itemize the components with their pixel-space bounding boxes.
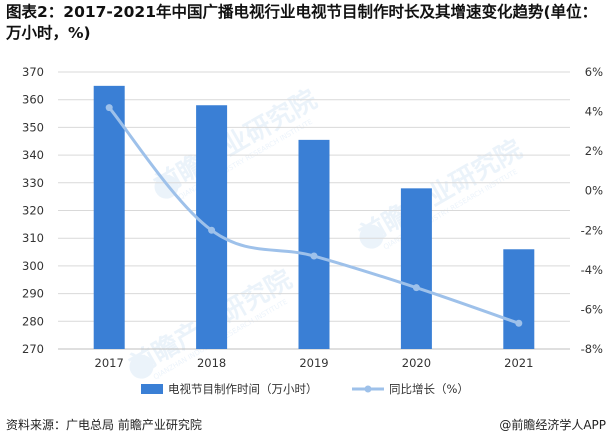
line-point	[412, 284, 420, 292]
left-tick-label: 350	[22, 120, 44, 134]
x-tick-label: 2021	[504, 356, 533, 370]
left-tick-label: 320	[22, 204, 44, 218]
left-tick-label: 270	[22, 342, 44, 356]
footer: 资料来源：广电总局 前瞻产业研究院 @前瞻经济学人APP	[6, 414, 606, 436]
x-tick-label: 2017	[95, 356, 124, 370]
right-tick-label: 4%	[585, 105, 603, 119]
line-point	[208, 226, 216, 234]
watermark-text: 前瞻产业研究院	[354, 134, 527, 252]
legend: 电视节目制作时间（万小时） 同比增长（%）	[141, 382, 469, 396]
legend-bar-swatch	[141, 384, 163, 394]
right-tick-label: 0%	[585, 184, 603, 198]
watermark-text: 前瞻产业研究院	[149, 84, 322, 202]
watermark-logo-icon	[129, 354, 154, 379]
line-point	[515, 319, 523, 327]
bar	[93, 85, 125, 349]
left-tick-label: 370	[22, 65, 44, 79]
source-text: 资料来源：广电总局 前瞻产业研究院	[6, 418, 202, 432]
left-tick-label: 330	[22, 176, 44, 190]
line-series	[105, 104, 523, 327]
right-tick-label: -8%	[581, 342, 603, 356]
x-tick-label: 2020	[402, 356, 431, 370]
left-tick-label: 300	[22, 259, 44, 273]
left-tick-label: 280	[22, 314, 44, 328]
brand-text: @前瞻经济学人APP	[499, 418, 606, 432]
line-point	[105, 104, 113, 112]
watermark-logo-icon	[359, 224, 384, 249]
bar-series	[93, 85, 535, 350]
bar	[400, 188, 432, 349]
left-axis: 270 280 290 300 310 320 330 340 350 360 370	[22, 65, 44, 356]
left-tick-label: 310	[22, 231, 44, 245]
x-axis: 2017 2018 2019 2020 2021	[95, 356, 534, 370]
right-tick-label: 6%	[585, 65, 603, 79]
chart-title: 图表2：2017-2021年中国广播电视行业电视节目制作时长及其增速变化趋势(单…	[6, 3, 598, 42]
right-tick-label: 2%	[585, 144, 603, 158]
bar	[298, 139, 330, 349]
legend-line-label: 同比增长（%）	[389, 382, 469, 396]
left-tick-label: 340	[22, 148, 44, 162]
x-tick-label: 2019	[299, 356, 328, 370]
right-axis: -8% -6% -4% -2% 0% 2% 4% 6%	[581, 65, 603, 356]
right-tick-label: -6%	[581, 302, 603, 316]
right-tick-label: -2%	[581, 223, 603, 237]
left-tick-label: 360	[22, 93, 44, 107]
legend-line-marker	[364, 385, 372, 393]
x-tick-label: 2018	[197, 356, 226, 370]
legend-bar-label: 电视节目制作时间（万小时）	[168, 382, 318, 396]
right-tick-label: -4%	[581, 263, 603, 277]
line-point	[310, 252, 318, 260]
bar	[503, 249, 535, 349]
left-tick-label: 290	[22, 287, 44, 301]
